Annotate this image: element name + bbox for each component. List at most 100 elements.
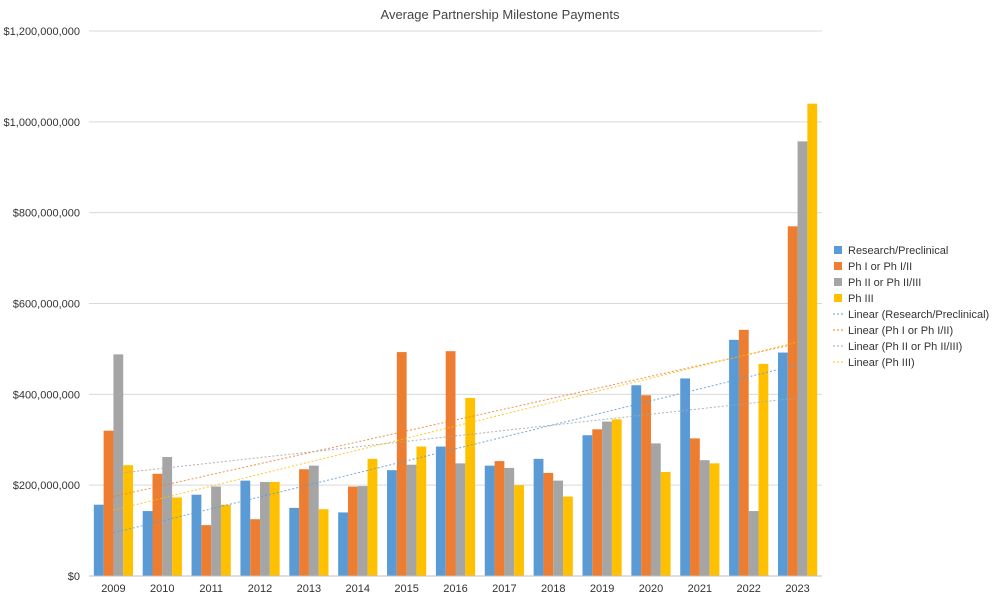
- bar-ph-iii-2013: [318, 509, 329, 576]
- x-tick-label: 2011: [199, 583, 223, 595]
- bar-research-preclinical-2017: [484, 465, 495, 576]
- bar-ph-iii-2012: [269, 481, 280, 576]
- bar-research-preclinical-2021: [680, 378, 691, 576]
- bar-ph-iii-2010: [172, 497, 182, 576]
- bar-ph-iii-2021: [709, 463, 720, 576]
- bar-ph-ii-or-ph-ii-iii-2012: [260, 481, 270, 576]
- legend-swatch: [834, 246, 842, 254]
- legend-swatch: [834, 278, 842, 286]
- bar-ph-ii-or-ph-ii-iii-2014: [357, 486, 368, 576]
- bar-ph-iii-2020: [660, 471, 671, 576]
- x-tick-label: 2009: [101, 583, 125, 595]
- y-tick-label: $1,000,000,000: [4, 117, 80, 129]
- bar-ph-ii-or-ph-ii-iii-2011: [211, 486, 221, 576]
- bar-research-preclinical-2020: [631, 385, 642, 576]
- bar-ph-i-or-ph-i-ii-2012: [250, 519, 261, 576]
- bar-ph-i-or-ph-i-ii-2013: [299, 469, 309, 576]
- bar-ph-ii-or-ph-ii-iii-2015: [406, 464, 417, 576]
- bar-ph-i-or-ph-i-ii-2014: [347, 486, 358, 576]
- x-tick-label: 2021: [688, 583, 712, 595]
- bar-research-preclinical-2019: [582, 435, 593, 576]
- axes: $0 $200,000,000 $400,000,000 $600,000,000 $8…: [4, 26, 822, 595]
- bar-ph-ii-or-ph-ii-iii-2020: [650, 443, 661, 576]
- bar-research-preclinical-2015: [387, 470, 397, 576]
- bar-ph-iii-2016: [465, 397, 476, 576]
- bar-ph-i-or-ph-i-ii-2019: [592, 429, 603, 576]
- x-tick-label: 2013: [297, 583, 321, 595]
- bar-research-preclinical-2011: [191, 494, 202, 576]
- legend-swatch: [834, 294, 842, 302]
- x-tick-label: 2018: [541, 583, 565, 595]
- bar-ph-iii-2015: [416, 446, 427, 576]
- bar-ph-i-or-ph-i-ii-2018: [543, 472, 554, 576]
- bar-ph-iii-2017: [514, 485, 524, 576]
- bar-ph-iii-2014: [367, 458, 378, 576]
- bar-ph-i-or-ph-i-ii-2016: [445, 351, 456, 576]
- bar-research-preclinical-2014: [338, 512, 348, 576]
- chart-title: Average Partnership Milestone Payments: [381, 7, 620, 22]
- bar-ph-i-or-ph-i-ii-2010: [152, 473, 163, 576]
- bar-research-preclinical-2012: [240, 480, 251, 576]
- trendline-ph-iii: [113, 341, 798, 511]
- x-tick-label: 2022: [736, 583, 760, 595]
- bar-ph-ii-or-ph-ii-iii-2023: [797, 141, 808, 577]
- bar-ph-i-or-ph-i-ii-2017: [494, 461, 505, 576]
- legend-label: Ph I or Ph I/II: [848, 261, 912, 273]
- x-tick-label: 2017: [492, 583, 516, 595]
- bar-research-preclinical-2009: [93, 504, 104, 576]
- trendline-ph-i-or-ph-i-ii: [113, 342, 798, 498]
- bar-research-preclinical-2018: [533, 458, 544, 576]
- legend-label: Linear (Ph II or Ph II/III): [848, 341, 962, 353]
- x-tick-label: 2012: [248, 583, 272, 595]
- bar-ph-i-or-ph-i-ii-2021: [690, 438, 700, 576]
- bar-ph-ii-or-ph-ii-iii-2019: [602, 421, 612, 576]
- bar-ph-ii-or-ph-ii-iii-2017: [504, 467, 515, 576]
- x-tick-label: 2016: [443, 583, 467, 595]
- bar-ph-ii-or-ph-ii-iii-2018: [553, 480, 564, 576]
- bar-research-preclinical-2016: [435, 446, 446, 576]
- bar-ph-ii-or-ph-ii-iii-2016: [455, 463, 466, 576]
- bar-ph-iii-2009: [123, 465, 134, 576]
- legend-label: Linear (Research/Preclinical): [848, 309, 989, 321]
- legend-swatch: [834, 262, 842, 270]
- y-tick-label: $600,000,000: [13, 299, 80, 311]
- legend-label: Linear (Ph III): [848, 357, 915, 369]
- legend-label: Ph II or Ph II/III: [848, 277, 921, 289]
- bar-ph-i-or-ph-i-ii-2022: [738, 329, 749, 576]
- x-tick-label: 2015: [394, 583, 418, 595]
- legend-label: Ph III: [848, 293, 874, 305]
- bar-ph-ii-or-ph-ii-iii-2010: [162, 457, 173, 576]
- bar-ph-iii-2022: [758, 363, 769, 576]
- x-tick-label: 2014: [346, 583, 370, 595]
- legend-label: Linear (Ph I or Ph I/II): [848, 325, 953, 337]
- y-tick-label: $800,000,000: [13, 208, 80, 220]
- x-tick-label: 2020: [639, 583, 663, 595]
- bar-research-preclinical-2010: [142, 511, 153, 576]
- bar-research-preclinical-2022: [729, 339, 739, 576]
- y-tick-label: $400,000,000: [13, 389, 80, 401]
- bar-ph-ii-or-ph-ii-iii-2013: [308, 465, 319, 576]
- bar-ph-iii-2019: [611, 419, 622, 576]
- bar-ph-i-or-ph-i-ii-2011: [201, 525, 212, 576]
- bar-research-preclinical-2013: [289, 507, 300, 576]
- bar-ph-iii-2011: [220, 504, 231, 576]
- bar-ph-i-or-ph-i-ii-2009: [103, 430, 114, 576]
- y-tick-label: $0: [68, 571, 80, 583]
- bar-ph-ii-or-ph-ii-iii-2009: [113, 354, 124, 576]
- y-tick-label: $1,200,000,000: [4, 26, 80, 38]
- x-tick-label: 2019: [590, 583, 614, 595]
- bar-research-preclinical-2023: [777, 352, 788, 576]
- bars: [93, 103, 818, 577]
- trendline-research-preclinical: [113, 364, 798, 534]
- x-tick-label: 2023: [785, 583, 809, 595]
- bar-ph-ii-or-ph-ii-iii-2022: [748, 511, 759, 576]
- trendline-ph-ii-or-ph-ii-iii: [113, 397, 798, 475]
- bar-ph-iii-2018: [563, 496, 573, 576]
- bar-ph-iii-2023: [807, 103, 818, 577]
- bar-ph-i-or-ph-i-ii-2015: [396, 352, 407, 576]
- bar-ph-i-or-ph-i-ii-2020: [641, 395, 651, 576]
- bar-ph-ii-or-ph-ii-iii-2021: [699, 460, 710, 576]
- bar-ph-i-or-ph-i-ii-2023: [787, 226, 798, 576]
